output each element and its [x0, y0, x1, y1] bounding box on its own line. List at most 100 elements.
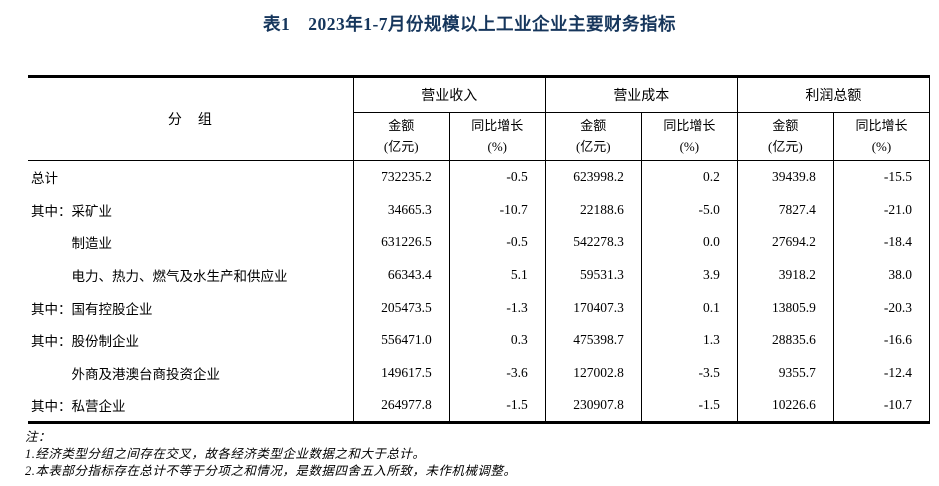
group-column-header: 分 组: [28, 76, 354, 161]
amount-label: 金额: [772, 118, 799, 134]
profit-growth-header: 同比增长 (%): [833, 112, 931, 161]
row-label: 私营企业: [71, 398, 126, 414]
cost-growth-cell: 0.0: [641, 225, 738, 259]
row-label: 采矿业: [71, 203, 113, 219]
amount-label: 金额: [580, 118, 607, 134]
profit-amount-cell: 27694.2: [737, 225, 834, 259]
table-row: 其中：采矿业 34665.3 -10.7 22188.6 -5.0 7827.4…: [28, 193, 931, 226]
revenue-amount-header: 金额 (亿元): [353, 112, 450, 161]
row-label: 制造业: [71, 236, 113, 252]
profit-growth-cell: -21.0: [833, 193, 931, 226]
row-label-cell: 其中：私营企业: [28, 389, 354, 422]
cost-growth-cell: 0.2: [641, 160, 738, 194]
row-label-cell: 电力、热力、燃气及水生产和供应业: [28, 258, 354, 292]
cost-growth-cell: 3.9: [641, 258, 738, 292]
growth-label: 同比增长: [663, 118, 716, 134]
table-row: 其中：私营企业 264977.8 -1.5 230907.8 -1.5 1022…: [28, 389, 931, 422]
cost-growth-cell: 0.1: [641, 291, 738, 324]
revenue-growth-cell: -0.5: [449, 225, 546, 259]
row-label-cell: 其中：股份制企业: [28, 323, 354, 357]
revenue-growth-cell: -3.6: [449, 356, 546, 390]
financial-indicators-table: 分 组 营业收入 营业成本 利润总额 金额 (亿元) 同比增长 (%) 金额 (…: [28, 75, 931, 424]
cost-amount-cell: 22188.6: [545, 193, 642, 226]
profit-growth-cell: -12.4: [833, 356, 931, 390]
cost-growth-cell: -5.0: [641, 193, 738, 226]
amount-unit-label: (亿元): [383, 138, 419, 154]
revenue-growth-cell: -10.7: [449, 193, 546, 226]
table-header: 分 组 营业收入 营业成本 利润总额 金额 (亿元) 同比增长 (%) 金额 (…: [28, 76, 931, 161]
profit-growth-cell: -10.7: [833, 389, 931, 422]
row-label: 股份制企业: [71, 334, 140, 350]
row-label-cell: 其中：国有控股企业: [28, 291, 354, 324]
revenue-amount-cell: 34665.3: [353, 193, 450, 226]
cost-amount-cell: 475398.7: [545, 323, 642, 357]
revenue-amount-cell: 205473.5: [353, 291, 450, 324]
row-label-prefix: 其中：: [31, 398, 72, 414]
revenue-amount-cell: 631226.5: [353, 225, 450, 259]
amount-unit-label: (亿元): [575, 138, 611, 154]
notes-section: 注： 1.经济类型分组之间存在交叉，故各经济类型企业数据之和大于总计。 2.本表…: [25, 429, 939, 480]
growth-unit-label: (%): [871, 138, 892, 154]
row-label-prefix: [31, 367, 72, 382]
table-row: 其中：国有控股企业 205473.5 -1.3 170407.3 0.1 138…: [28, 291, 931, 324]
row-label: 国有控股企业: [71, 301, 153, 317]
revenue-group-header: 营业收入: [353, 76, 546, 113]
revenue-growth-cell: -1.5: [449, 389, 546, 422]
note-line-2: 2.本表部分指标存在总计不等于分项之和情况，是数据四舍五入所致，未作机械调整。: [25, 463, 517, 478]
cost-amount-cell: 170407.3: [545, 291, 642, 324]
table-row: 制造业 631226.5 -0.5 542278.3 0.0 27694.2 -…: [28, 225, 931, 259]
revenue-growth-cell: 0.3: [449, 323, 546, 357]
row-label-cell: 制造业: [28, 225, 354, 259]
cost-amount-cell: 59531.3: [545, 258, 642, 292]
revenue-amount-cell: 66343.4: [353, 258, 450, 292]
revenue-amount-cell: 556471.0: [353, 323, 450, 357]
amount-unit-label: (亿元): [768, 138, 803, 154]
revenue-growth-cell: -0.5: [449, 160, 546, 194]
cost-amount-cell: 623998.2: [545, 160, 642, 194]
cost-amount-cell: 127002.8: [545, 356, 642, 390]
page-title: 表1 2023年1-7月份规模以上工业企业主要财务指标: [262, 14, 677, 34]
revenue-growth-cell: -1.3: [449, 291, 546, 324]
row-label-prefix: 其中：: [31, 203, 72, 219]
table-row: 其中：股份制企业 556471.0 0.3 475398.7 1.3 28835…: [28, 323, 931, 357]
cost-amount-header: 金额 (亿元): [545, 112, 642, 161]
table-row: 总计 732235.2 -0.5 623998.2 0.2 39439.8 -1…: [28, 160, 931, 194]
profit-group-header: 利润总额: [737, 76, 931, 113]
cost-growth-header: 同比增长 (%): [641, 112, 738, 161]
row-label-prefix: [31, 236, 72, 251]
growth-unit-label: (%): [487, 138, 507, 154]
cost-growth-cell: 1.3: [641, 323, 738, 357]
profit-amount-cell: 10226.6: [737, 389, 834, 422]
profit-amount-cell: 9355.7: [737, 356, 834, 390]
notes-label: 注：: [25, 429, 52, 444]
row-label-cell: 总计: [28, 160, 354, 194]
row-label-prefix: 其中：: [31, 334, 72, 350]
table-row: 外商及港澳台商投资企业 149617.5 -3.6 127002.8 -3.5 …: [28, 356, 931, 390]
profit-growth-cell: -16.6: [833, 323, 931, 357]
row-label: 总计: [31, 171, 58, 187]
profit-growth-cell: 38.0: [833, 258, 931, 292]
profit-growth-cell: -15.5: [833, 160, 931, 194]
profit-amount-header: 金额 (亿元): [737, 112, 834, 161]
row-label: 外商及港澳台商投资企业: [71, 366, 221, 382]
table-row: 电力、热力、燃气及水生产和供应业 66343.4 5.1 59531.3 3.9…: [28, 258, 931, 292]
row-label-prefix: 其中：: [31, 301, 72, 317]
growth-unit-label: (%): [679, 138, 700, 154]
revenue-amount-cell: 149617.5: [353, 356, 450, 390]
revenue-amount-cell: 264977.8: [353, 389, 450, 422]
row-label-cell: 其中：采矿业: [28, 193, 354, 226]
growth-label: 同比增长: [471, 118, 524, 134]
profit-amount-cell: 28835.6: [737, 323, 834, 357]
profit-amount-cell: 39439.8: [737, 160, 834, 194]
cost-growth-cell: -3.5: [641, 356, 738, 390]
revenue-growth-header: 同比增长 (%): [449, 112, 546, 161]
table-body: 总计 732235.2 -0.5 623998.2 0.2 39439.8 -1…: [28, 160, 931, 422]
row-label: 电力、热力、燃气及水生产和供应业: [71, 268, 288, 284]
revenue-amount-cell: 732235.2: [353, 160, 450, 194]
profit-amount-cell: 7827.4: [737, 193, 834, 226]
note-line-1: 1.经济类型分组之间存在交叉，故各经济类型企业数据之和大于总计。: [25, 446, 426, 461]
profit-amount-cell: 3918.2: [737, 258, 834, 292]
profit-amount-cell: 13805.9: [737, 291, 834, 324]
cost-amount-cell: 542278.3: [545, 225, 642, 259]
